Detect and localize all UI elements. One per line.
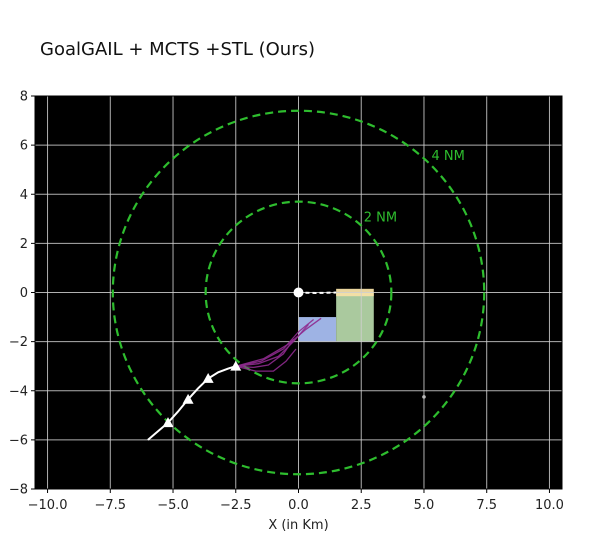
x-tick-label-2: −5.0 [157, 498, 189, 513]
y-tick-label-5: 2 [20, 237, 28, 252]
x-tick-label-8: 10.0 [535, 498, 564, 513]
x-tick-label-5: 2.5 [351, 498, 372, 513]
marker-1 [182, 393, 194, 404]
stray-point [422, 395, 426, 399]
x-tick-label-4: 0.0 [288, 498, 309, 513]
y-tick-label-1: −6 [9, 433, 28, 448]
chart-title: GoalGAIL + MCTS +STL (Ours) [40, 39, 315, 60]
y-tick-label-2: −4 [9, 384, 28, 399]
ring-label-1: 4 NM [432, 149, 465, 164]
trajectory-markers [162, 360, 242, 428]
x-axis-label: X (in Km) [268, 518, 328, 533]
ring-label-0: 2 NM [364, 210, 397, 225]
x-tick-label-3: −2.5 [220, 498, 252, 513]
branch-4 [235, 338, 295, 369]
x-tick-label-6: 5.0 [414, 498, 435, 513]
runway-origin [293, 287, 304, 298]
y-tick-label-4: 0 [20, 286, 28, 301]
planning-branches [235, 317, 322, 372]
stray-point-dot [422, 395, 426, 399]
marker-3 [230, 360, 242, 371]
axis-ticks: −10.0 −7.5 −5.0 −2.5 0.0 2.5 5.0 7.5 10.0 −8 −6 −4 −… [9, 90, 564, 514]
ring-0 [204, 200, 393, 385]
runway-path [298, 291, 337, 295]
x-tick-label-0: −10.0 [28, 498, 68, 513]
runway [293, 287, 337, 298]
branch-1 [235, 318, 315, 367]
y-tick-label-6: 4 [20, 188, 28, 203]
region-1 [336, 292, 374, 342]
y-tick-label-0: −8 [9, 483, 28, 498]
x-tick-label-7: 7.5 [476, 498, 497, 513]
range-rings: 2 NM 4 NM [111, 109, 486, 476]
plot-area: 2 NM 4 NM [35, 96, 562, 489]
x-tick-label-1: −7.5 [94, 498, 126, 513]
ring-1 [111, 109, 486, 476]
branch-2 [235, 348, 297, 372]
branch-3 [235, 317, 322, 367]
marker-0 [162, 417, 174, 428]
y-tick-label-3: −2 [9, 335, 28, 350]
y-tick-label-8: 8 [20, 90, 28, 105]
y-tick-label-7: 6 [20, 139, 28, 154]
marker-2 [202, 372, 214, 383]
